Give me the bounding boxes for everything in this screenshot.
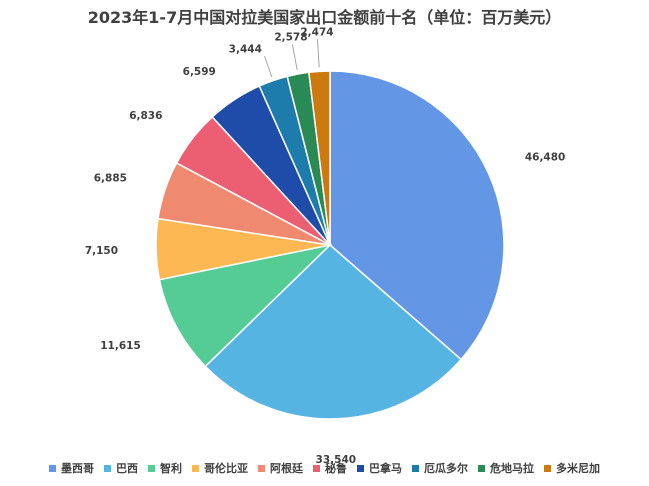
legend-swatch — [258, 464, 265, 472]
legend-swatch — [544, 464, 551, 472]
data-labels: 46,480 33,540 11,615 7,150 6,885 6,836 6,599 3,… — [85, 26, 566, 466]
legend-swatch — [148, 464, 155, 472]
legend-item-9: 多米尼加 — [544, 460, 600, 476]
legend-item-8: 危地马拉 — [478, 460, 534, 476]
legend-item-3: 哥伦比亚 — [192, 460, 248, 476]
legend-label: 巴拿马 — [369, 462, 402, 475]
pie-slice-2 — [158, 243, 333, 368]
legend-label: 哥伦比亚 — [204, 462, 248, 475]
legend-label: 巴西 — [116, 462, 138, 475]
legend-label: 秘鲁 — [325, 462, 347, 475]
legend-swatch — [478, 464, 485, 472]
legend-swatch — [313, 464, 320, 472]
data-label-4: 6,885 — [94, 172, 127, 184]
legend-swatch — [357, 464, 364, 472]
leader-line-7 — [264, 55, 273, 77]
pie-slice-1 — [204, 243, 463, 420]
data-label-0: 46,480 — [525, 151, 566, 163]
pie-slice-9 — [308, 70, 331, 246]
legend-item-1: 巴西 — [104, 460, 138, 476]
legend-swatch — [49, 464, 56, 472]
data-label-5: 6,836 — [129, 110, 162, 122]
legend-item-6: 巴拿马 — [357, 460, 402, 476]
legend-label: 墨西哥 — [61, 462, 94, 475]
leader-line-8 — [291, 44, 298, 71]
data-label-2: 11,615 — [100, 340, 141, 352]
legend-swatch — [412, 464, 419, 472]
chart-title: 2023年1-7月中国对拉美国家出口金额前十名（单位：百万美元） — [87, 8, 562, 27]
legend-label: 厄瓜多尔 — [424, 462, 468, 475]
legend-swatch — [192, 464, 199, 472]
leader-line-9 — [316, 39, 320, 68]
data-label-6: 6,599 — [183, 66, 216, 78]
legend-label: 多米尼加 — [556, 462, 600, 475]
legend-label: 阿根廷 — [270, 462, 303, 475]
legend-label: 智利 — [160, 462, 182, 475]
pie-slice-0 — [329, 70, 505, 361]
legend-item-0: 墨西哥 — [49, 460, 94, 476]
data-label-9: 2,474 — [300, 26, 333, 38]
data-label-7: 3,444 — [229, 43, 262, 55]
legend-item-2: 智利 — [148, 460, 182, 476]
legend-label: 危地马拉 — [490, 462, 534, 475]
legend-item-4: 阿根廷 — [258, 460, 303, 476]
leader-lines — [264, 39, 320, 77]
data-label-8: 2,578 — [274, 32, 307, 44]
legend-item-7: 厄瓜多尔 — [412, 460, 468, 476]
legend-item-5: 秘鲁 — [313, 460, 347, 476]
legend: 墨西哥 巴西 智利 哥伦比亚 阿根廷 秘鲁 巴拿马 厄瓜多尔 危地马拉 多米尼加 — [0, 460, 649, 476]
data-label-1: 33,540 — [316, 454, 357, 466]
data-label-3: 7,150 — [85, 245, 118, 257]
legend-swatch — [104, 464, 111, 472]
pie-slices — [155, 70, 505, 420]
